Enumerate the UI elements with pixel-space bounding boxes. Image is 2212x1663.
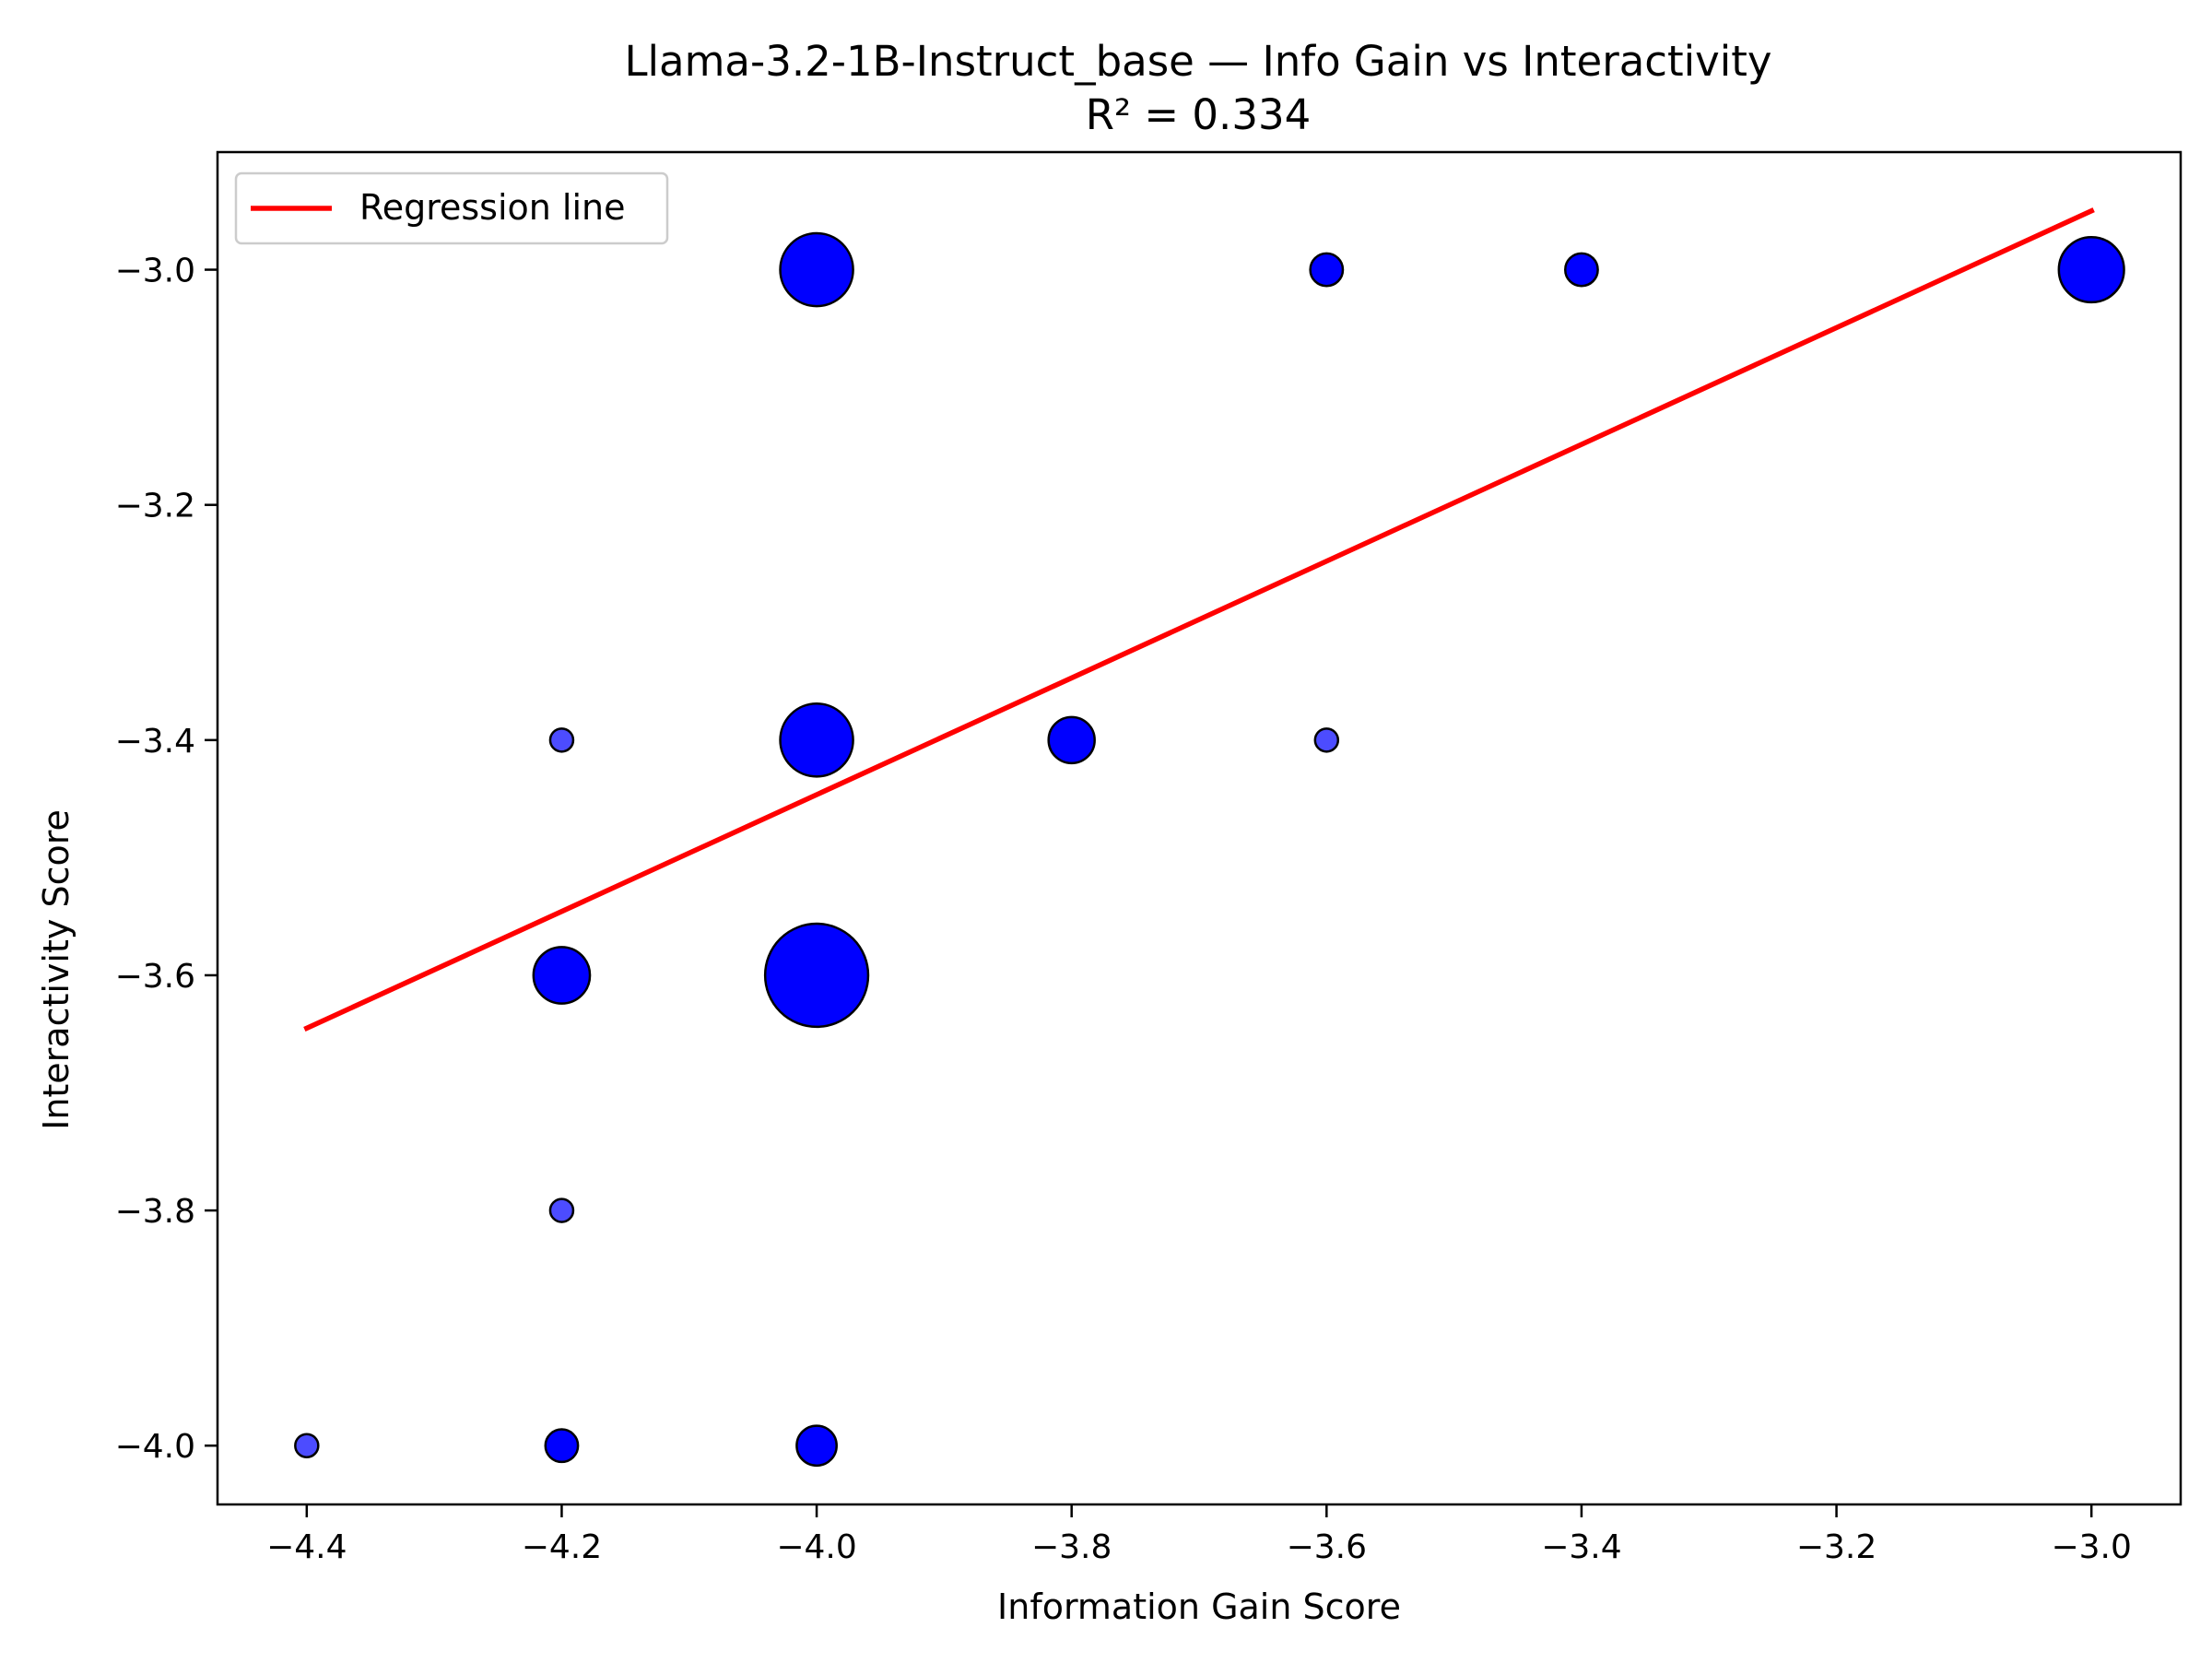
y-axis-ticks: −3.0 −3.2 −3.4 −3.6 −3.8 −4.0 — [115, 253, 218, 1466]
legend-regression-label: Regression line — [359, 187, 626, 228]
data-point — [1313, 727, 1340, 753]
x-tick-label: −3.0 — [2051, 1528, 2131, 1566]
data-point — [1309, 252, 1345, 288]
regression-layer — [303, 207, 2095, 1032]
data-point — [1047, 715, 1096, 765]
y-tick-label: −3.2 — [115, 488, 195, 525]
plot-area-frame — [216, 150, 2183, 1506]
data-point — [795, 1424, 838, 1468]
x-tick-label: −3.4 — [1541, 1528, 1621, 1566]
y-tick-label: −3.0 — [115, 253, 195, 290]
data-point — [1564, 252, 1599, 288]
legend-box — [234, 171, 669, 245]
y-tick-label: −4.0 — [115, 1428, 195, 1466]
data-point — [2057, 235, 2125, 304]
data-point — [548, 1197, 575, 1223]
x-axis-label: Information Gain Score — [997, 1586, 1401, 1627]
y-tick-label: −3.4 — [115, 723, 195, 761]
x-axis-ticks: −4.4 −4.2 −4.0 −3.8 −3.6 −3.4 −3.2 −3.0 — [266, 1504, 2132, 1566]
data-point — [779, 702, 854, 778]
y-tick-label: −3.6 — [115, 958, 195, 996]
data-point — [544, 1428, 580, 1464]
data-point — [548, 727, 575, 753]
regression-line — [303, 207, 2095, 1032]
y-axis-label: Interactivity Score — [36, 809, 76, 1130]
x-tick-label: −3.8 — [1031, 1528, 1112, 1566]
legend: Regression line — [234, 171, 669, 245]
x-tick-label: −3.6 — [1287, 1528, 1367, 1566]
data-points — [294, 231, 2125, 1468]
chart-title: Llama-3.2-1B-Instruct_base — Info Gain v… — [624, 37, 1771, 86]
x-tick-label: −4.0 — [776, 1528, 856, 1566]
data-point — [779, 231, 854, 308]
chart-subtitle: R² = 0.334 — [1086, 90, 1311, 139]
x-tick-label: −4.2 — [522, 1528, 602, 1566]
x-tick-label: −4.4 — [266, 1528, 347, 1566]
data-point — [532, 946, 592, 1005]
y-tick-label: −3.8 — [115, 1193, 195, 1231]
data-point — [763, 922, 870, 1029]
x-tick-label: −3.2 — [1796, 1528, 1877, 1566]
data-point — [294, 1433, 320, 1458]
